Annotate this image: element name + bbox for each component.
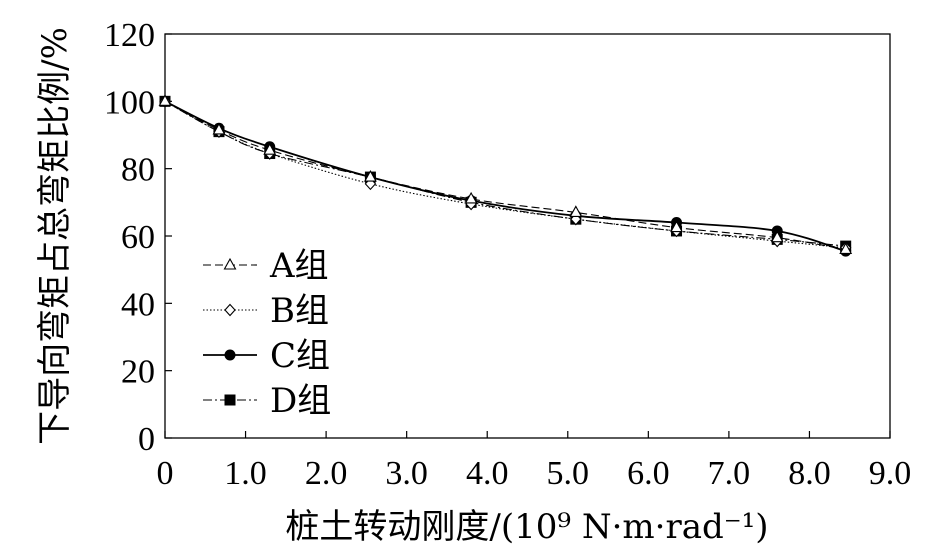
x-tick-label: 7.0 (708, 455, 751, 492)
x-tick-label: 0 (157, 455, 174, 492)
x-tick-labels: 0 1.0 2.0 3.0 4.0 5.0 6.0 7.0 8.0 9.0 (157, 455, 912, 492)
series-3 (159, 95, 852, 257)
x-tick-label: 5.0 (547, 455, 590, 492)
legend-label: C组 (270, 336, 330, 376)
y-axis-title: 下导向弯矩占总弯矩比例/% (35, 27, 75, 445)
legend-marker (223, 257, 237, 270)
y-tick-label: 60 (121, 219, 155, 256)
legend-item: C组 (203, 336, 330, 376)
series-line (164, 100, 846, 251)
legend-label: D组 (270, 381, 331, 421)
y-tick-label: 0 (138, 421, 155, 458)
x-axis-title: 桩土转动刚度/(10⁹ N·m·rad⁻¹) (285, 507, 768, 547)
data-point (670, 220, 683, 233)
legend-marker (224, 349, 236, 361)
series-2 (159, 95, 852, 255)
series-1 (158, 94, 853, 255)
data-point (770, 230, 784, 243)
data-point (263, 143, 277, 155)
data-point (569, 205, 583, 217)
y-tick-labels: 0 20 40 60 80 100 120 (104, 17, 155, 458)
series-layer (158, 94, 853, 257)
legend-item: B组 (203, 291, 329, 331)
series-markers (159, 95, 852, 255)
x-tick-label: 8.0 (788, 455, 831, 492)
data-point (839, 242, 853, 255)
data-point (212, 122, 226, 135)
legend-marker (224, 394, 236, 406)
y-tick-label: 120 (104, 17, 155, 54)
legend-marker (224, 303, 236, 317)
y-tick-label: 80 (121, 152, 155, 189)
data-point (158, 94, 172, 106)
legend: A组 B组 C组 D组 (203, 246, 331, 421)
data-point (464, 191, 478, 204)
series-line (164, 100, 846, 249)
x-tick-label: 2.0 (305, 455, 348, 492)
series-markers (159, 95, 852, 257)
x-tick-label: 3.0 (385, 455, 428, 492)
y-tick-label: 100 (104, 84, 155, 121)
x-tick-label: 9.0 (869, 455, 912, 492)
legend-label: A组 (269, 246, 329, 286)
y-tick-label: 20 (121, 354, 155, 391)
legend-item: D组 (203, 381, 331, 421)
x-tick-label: 1.0 (224, 455, 267, 492)
data-point (363, 169, 377, 182)
x-tick-label: 4.0 (466, 455, 509, 492)
series-line (164, 100, 846, 247)
series-line (164, 100, 846, 253)
legend-label: B组 (270, 291, 329, 331)
series-markers (158, 94, 853, 255)
x-tick-label: 6.0 (627, 455, 670, 492)
y-tick-label: 40 (121, 286, 155, 323)
legend-item: A组 (203, 246, 329, 286)
